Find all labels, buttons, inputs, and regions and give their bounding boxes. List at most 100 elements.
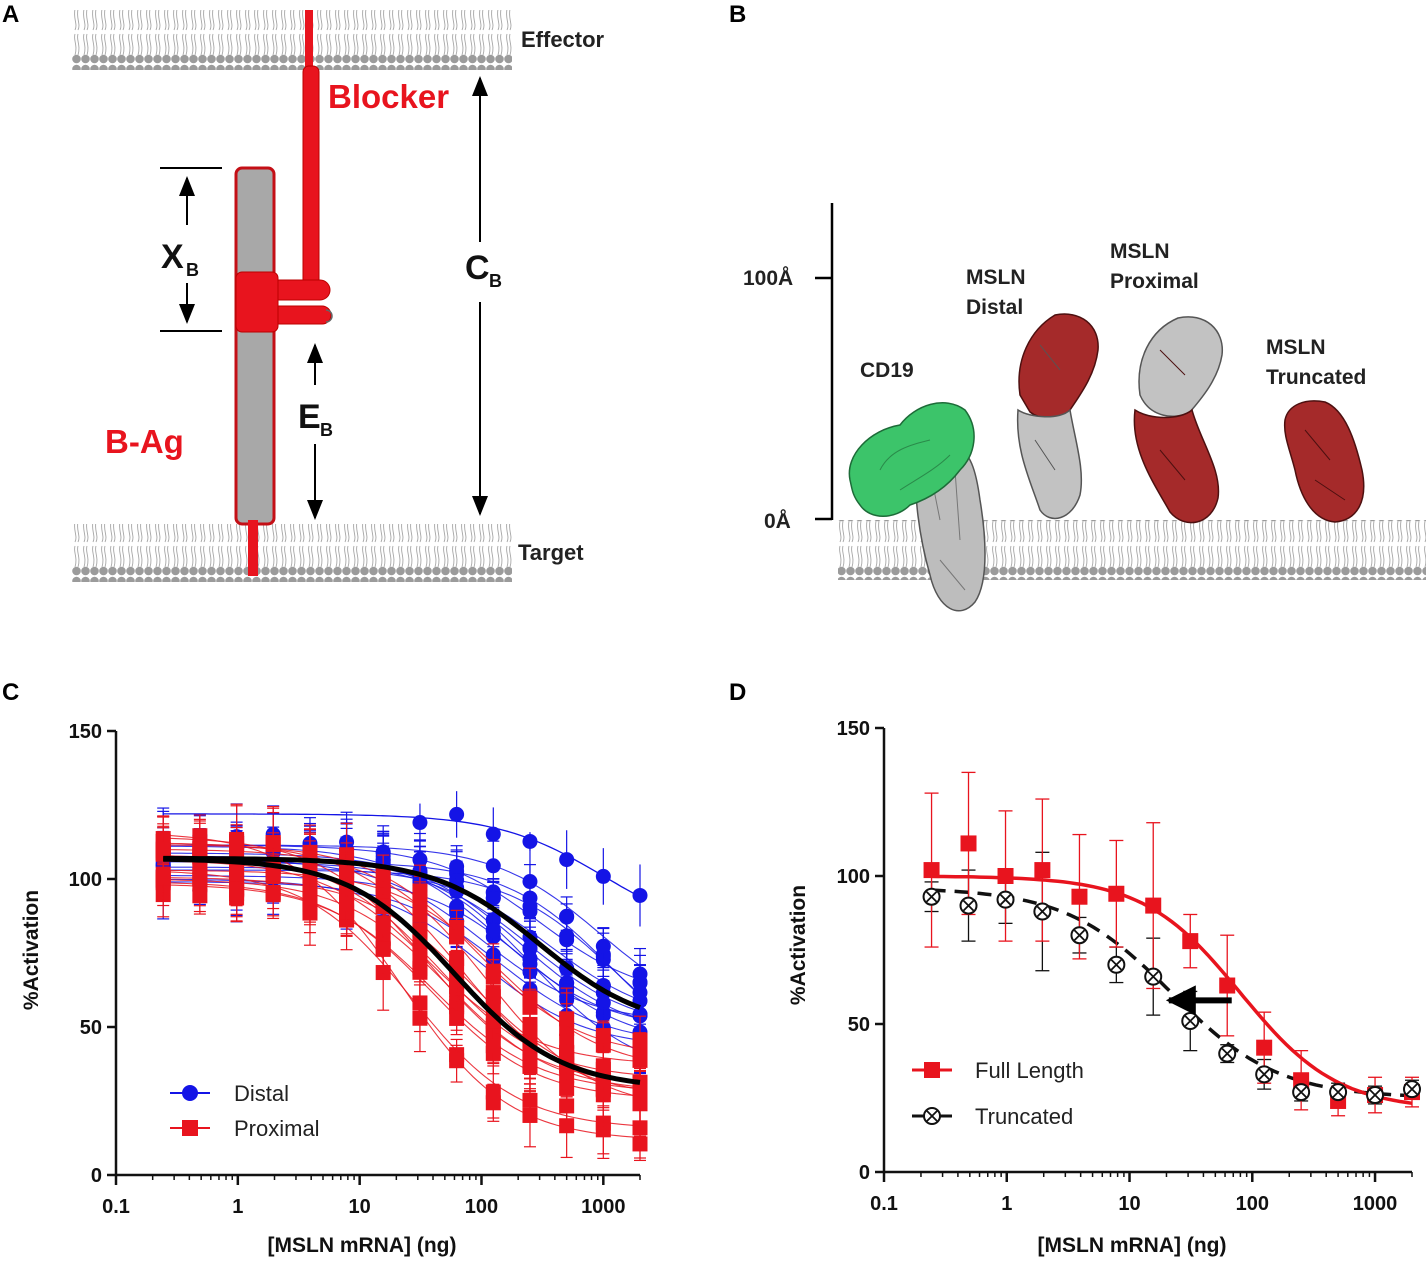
chart-d-truncated-point-cross <box>1036 905 1049 918</box>
chart-c-proximal-point <box>412 883 428 899</box>
chart-d-ytick-label: 50 <box>848 1014 870 1036</box>
chart-d-truncated-point-cross <box>1221 1047 1233 1060</box>
chart-c-xtick-label: 1000 <box>581 1196 626 1218</box>
cb-label: C <box>465 249 490 287</box>
chart-d-truncated-point-cross <box>962 899 975 912</box>
chart-d-legend: Full Length Truncated <box>912 1058 1084 1129</box>
chart-c-proximal-point <box>412 964 428 980</box>
proximal-label-2: Proximal <box>1110 270 1199 293</box>
chart-d-truncated-point-cross <box>1295 1086 1307 1098</box>
chart-c-proximal-point <box>559 1080 575 1096</box>
msln-truncated-structure <box>1283 400 1365 523</box>
chart-c-distal-point <box>412 815 428 831</box>
cb-dimension: C B <box>465 76 502 516</box>
chart-c-proximal-point <box>559 1118 575 1134</box>
chart-c-proximal-point <box>449 1010 465 1026</box>
chart-c-proximal-point <box>375 915 391 931</box>
chart-c-proximal-point <box>155 869 171 885</box>
panel-a: A Effector Target Blocker B-Ag X B <box>2 1 605 582</box>
cd19-structure <box>848 402 986 612</box>
chart-c-distal-point <box>449 806 465 822</box>
chart-d-ytick-label: 150 <box>837 718 870 740</box>
legend-full-length-label: Full Length <box>975 1058 1084 1083</box>
chart-c-distal-point <box>485 858 501 874</box>
target-membrane <box>72 524 512 582</box>
chart-d-full-length-point <box>960 835 977 852</box>
legend-proximal-marker <box>182 1120 198 1136</box>
chart-d-truncated-point-cross <box>925 891 938 903</box>
chart-c-ytick-label: 150 <box>69 721 102 743</box>
chart-c-xtick-label: 1 <box>232 1196 243 1218</box>
chart-c-xtick-label: 0.1 <box>102 1196 130 1218</box>
panel-b: B 100Å 0Å CD19 MSLN Distal <box>729 1 1426 612</box>
chart-c-ytick-label: 100 <box>69 869 102 891</box>
panel-letter-a: A <box>2 1 19 28</box>
chart-c-distal-point <box>559 852 575 868</box>
chart-c-distal-outlier-curve <box>163 813 641 898</box>
chart-c-proximal-point <box>559 1044 575 1060</box>
chart-c-distal-point <box>485 923 501 939</box>
chart-c-proximal-point <box>192 867 208 883</box>
chart-c-proximal-point <box>339 896 355 912</box>
eb-sub: B <box>320 420 333 440</box>
chart-c-proximal-point <box>632 1052 648 1068</box>
chart-c-legend: Distal Proximal <box>170 1081 320 1141</box>
panel-c: C 0 50 100 150 0.1 1 10 100 1000 [MSLN mRNA] (ng… <box>2 679 648 1257</box>
chart-c-distal-point <box>522 950 538 966</box>
chart-c-xlabel: [MSLN mRNA] (ng) <box>268 1234 457 1257</box>
legend-truncated-label: Truncated <box>975 1104 1073 1129</box>
chart-c-proximal-point <box>522 1092 538 1108</box>
chart-c-proximal-point <box>302 890 318 906</box>
chart-d-truncated-point-cross <box>1369 1089 1381 1101</box>
eb-dimension: E B <box>298 343 333 520</box>
chart-c-distal-point <box>485 826 501 842</box>
truncated-label-2: Truncated <box>1266 366 1366 389</box>
chart-c-proximal-point <box>449 950 465 966</box>
legend-full-length-marker <box>924 1062 940 1078</box>
chart-c-distal-point <box>522 833 538 849</box>
chart-d-truncated-point-cross <box>999 894 1012 906</box>
chart-c-proximal-point <box>412 1010 428 1026</box>
target-label: Target <box>518 540 584 565</box>
blocker-molecule <box>274 10 333 325</box>
bag-label: B-Ag <box>105 423 184 460</box>
chart-c-distal-point <box>485 890 501 906</box>
chart-c-distal-point <box>595 938 611 954</box>
legend-distal-label: Distal <box>234 1081 289 1106</box>
chart-d-full-length-point <box>997 868 1014 884</box>
cd19-label: CD19 <box>860 359 914 382</box>
distal-label-1: MSLN <box>966 266 1026 289</box>
chart-c-proximal-point <box>449 1053 465 1069</box>
eb-label: E <box>298 398 321 436</box>
distal-label-2: Distal <box>966 296 1023 319</box>
chart-c: 0 50 100 150 0.1 1 10 100 1000 <box>69 721 648 1218</box>
panel-letter-b: B <box>729 1 746 28</box>
chart-c-proximal-point <box>375 941 391 957</box>
cb-sub: B <box>489 271 502 291</box>
chart-c-distal-point <box>595 868 611 884</box>
chart-c-proximal-point <box>155 841 171 857</box>
chart-d-xtick-label: 1000 <box>1353 1193 1398 1215</box>
chart-c-proximal-point <box>522 990 538 1006</box>
xb-sub: B <box>186 260 199 280</box>
bag-molecule <box>234 166 279 576</box>
truncated-label-1: MSLN <box>1266 336 1326 359</box>
chart-c-proximal-point <box>485 1084 501 1100</box>
chart-d-truncated-point-cross <box>1406 1083 1418 1095</box>
chart-c-distal-point <box>632 966 648 982</box>
chart-d-truncated-point-cross <box>1258 1068 1270 1080</box>
chart-d-truncated-point-cross <box>1147 971 1159 983</box>
chart-c-proximal-point <box>559 1098 575 1114</box>
chart-d-xtick-label: 0.1 <box>870 1193 898 1215</box>
chart-c-distal-mean-fit <box>163 855 641 1010</box>
chart-c-distal-point <box>632 887 648 903</box>
chart-d-xlabel: [MSLN mRNA] (ng) <box>1038 1234 1227 1257</box>
tick-100a: 100Å <box>743 266 793 290</box>
chart-c-distal-point <box>412 852 428 868</box>
chart-c-ytick-label: 0 <box>91 1165 102 1187</box>
chart-d-full-length-point <box>1219 977 1236 994</box>
msln-proximal-structure <box>1133 316 1223 524</box>
chart-c-proximal-point <box>412 952 428 968</box>
chart-d-ytick-label: 100 <box>837 866 870 888</box>
